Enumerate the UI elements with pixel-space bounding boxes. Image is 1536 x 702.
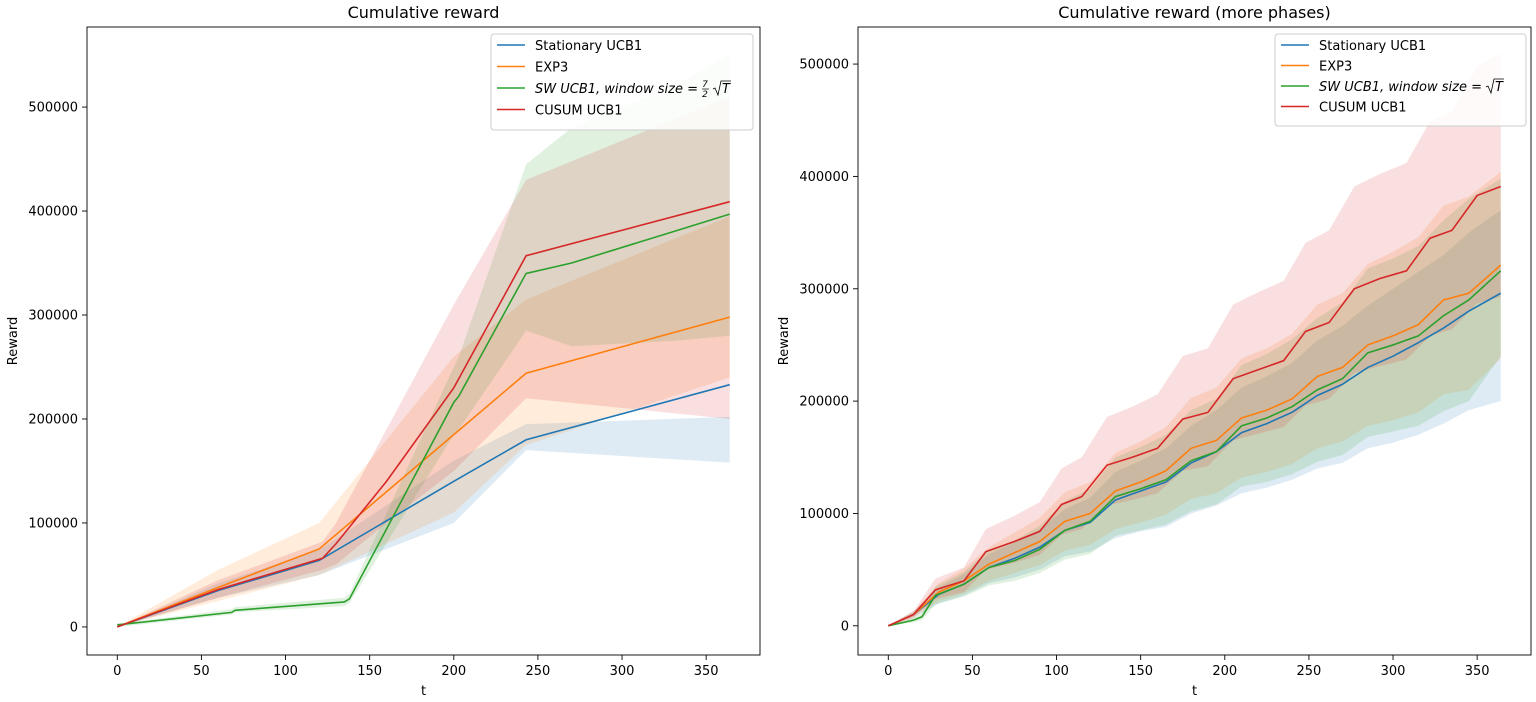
confidence-band-2 xyxy=(117,55,730,627)
legend-label: Stationary UCB1 xyxy=(535,39,642,54)
legend: Stationary UCB1 EXP3 SW UCB1, window size … xyxy=(1274,33,1527,127)
confidence-band-3 xyxy=(117,96,730,627)
x-tick-label: 0 xyxy=(884,664,892,679)
y-tick-label: 500000 xyxy=(28,101,78,116)
x-tick-label: 350 xyxy=(1465,664,1490,679)
x-tick-label: 100 xyxy=(273,664,298,679)
plot-frame xyxy=(86,26,761,656)
legend-sqrt-sign xyxy=(712,80,731,97)
legend-label: CUSUM UCB1 xyxy=(535,104,623,119)
legend-label: EXP3 xyxy=(535,61,568,76)
y-tick-label: 100000 xyxy=(28,516,78,531)
legend-sqrt-sign xyxy=(1485,78,1504,95)
y-axis-label: Reward xyxy=(777,317,792,365)
legend: Stationary UCB1 EXP3 SW UCB1, window size … xyxy=(490,33,754,131)
confidence-band-1 xyxy=(117,216,730,627)
x-tick-label: 50 xyxy=(964,664,981,679)
x-tick-label: 100 xyxy=(1044,664,1069,679)
x-tick-label: 250 xyxy=(525,664,550,679)
x-axis-label: t xyxy=(421,684,426,699)
y-tick-label: 200000 xyxy=(28,412,78,427)
y-axis-label: Reward xyxy=(6,317,21,365)
confidence-band-3 xyxy=(888,52,1501,626)
series-line-1 xyxy=(887,264,1502,627)
plot-frame xyxy=(857,26,1532,656)
legend-label: Stationary UCB1 xyxy=(1319,39,1426,54)
legend-fraction-denominator: 2 xyxy=(702,90,708,100)
legend-label: SW UCB1, window size = xyxy=(535,82,698,97)
x-tick-label: 300 xyxy=(610,664,635,679)
series-line-2 xyxy=(888,270,1502,627)
series-line-3 xyxy=(117,200,730,628)
y-tick-label: 300000 xyxy=(799,282,849,297)
y-tick-label: 100000 xyxy=(799,507,849,522)
x-tick-label: 350 xyxy=(694,664,719,679)
confidence-band-1 xyxy=(888,171,1501,626)
y-tick-label: 300000 xyxy=(28,309,78,324)
x-axis-label: t xyxy=(1192,684,1197,699)
legend-label: CUSUM UCB1 xyxy=(1319,101,1407,116)
legend-fraction-numerator: 7 xyxy=(702,80,708,90)
x-tick-label: 200 xyxy=(1212,664,1237,679)
x-tick-label: 0 xyxy=(113,664,121,679)
series-line-2 xyxy=(117,213,730,626)
chart-title: Cumulative reward xyxy=(348,3,500,22)
legend-label: EXP3 xyxy=(1319,60,1352,75)
chart-cumulative-reward-more-phases: 0 50 100 150 200 250 300 350 0 100000 200000 300000… xyxy=(777,3,1532,699)
y-tick-label: 0 xyxy=(841,619,849,634)
confidence-band-0 xyxy=(888,210,1501,626)
x-tick-label: 200 xyxy=(441,664,466,679)
x-tick-label: 250 xyxy=(1296,664,1321,679)
chart-title: Cumulative reward (more phases) xyxy=(1058,3,1331,22)
chart-cumulative-reward: 0 50 100 150 200 250 300 350 0 100000 200000 300000… xyxy=(6,3,761,699)
series-line-3 xyxy=(887,185,1501,627)
y-tick-label: 0 xyxy=(70,620,78,635)
legend-sqrt-argument: T xyxy=(1495,80,1504,95)
y-tick-label: 400000 xyxy=(799,170,849,185)
x-tick-label: 150 xyxy=(1128,664,1153,679)
x-tick-label: 300 xyxy=(1381,664,1406,679)
confidence-band-2 xyxy=(888,178,1501,626)
y-tick-label: 500000 xyxy=(799,58,849,73)
x-tick-label: 50 xyxy=(193,664,210,679)
legend-frame xyxy=(1274,33,1527,127)
x-tick-label: 150 xyxy=(357,664,382,679)
legend-label: SW UCB1, window size = xyxy=(1319,80,1482,95)
y-tick-label: 200000 xyxy=(799,395,849,410)
legend-sqrt-argument: T xyxy=(722,82,731,97)
y-tick-label: 400000 xyxy=(28,205,78,220)
series-line-1 xyxy=(116,316,730,628)
series-line-0 xyxy=(117,383,730,628)
legend-frame xyxy=(490,33,754,131)
